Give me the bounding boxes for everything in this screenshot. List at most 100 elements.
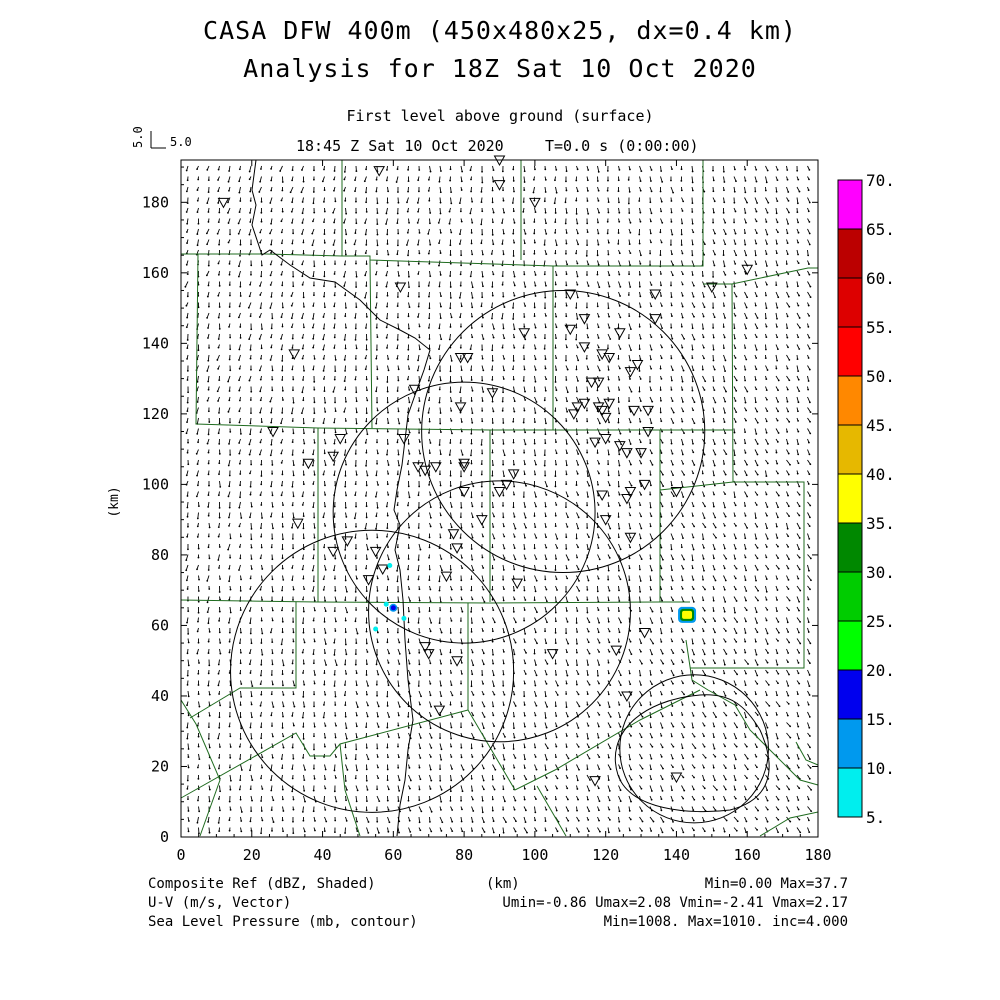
wind-vector-head xyxy=(239,535,242,538)
wind-vector-head xyxy=(543,464,546,467)
wind-vector-head xyxy=(439,191,442,194)
wind-vector-head xyxy=(313,357,316,360)
wind-vector-head xyxy=(217,535,220,538)
wind-vector-head xyxy=(240,578,242,581)
wind-vector-head xyxy=(324,787,327,790)
wind-vector-head xyxy=(227,201,229,204)
wind-vector-head xyxy=(313,767,315,770)
wind-vector-head xyxy=(398,736,401,739)
wind-vector-head xyxy=(376,244,379,247)
forecast-time: T=0.0 s (0:00:00) xyxy=(545,137,699,155)
wind-vector-head xyxy=(417,316,419,318)
wind-vector-head xyxy=(450,359,453,362)
wind-vector-head xyxy=(398,779,401,782)
wind-vector-head xyxy=(343,170,346,173)
level-label: First level above ground (surface) xyxy=(346,107,654,125)
wind-vector-head xyxy=(408,652,411,655)
wind-vector-head xyxy=(514,641,517,644)
wind-vector-head xyxy=(272,821,275,823)
wind-vector-head xyxy=(184,285,187,288)
wind-vector-head xyxy=(302,598,304,601)
wind-vector-head xyxy=(280,316,283,319)
wind-vector-head xyxy=(576,296,579,299)
wind-vector-head xyxy=(524,809,527,812)
wind-vector-head xyxy=(249,493,252,496)
wind-vector-head xyxy=(185,579,188,582)
wind-vector-head xyxy=(397,201,400,204)
wind-vector xyxy=(512,197,514,204)
wind-vector xyxy=(481,711,485,718)
wind-vector-head xyxy=(249,622,252,625)
wind-vector-head xyxy=(449,275,452,277)
wind-vector-head xyxy=(544,505,547,508)
wind-vector-head xyxy=(271,663,274,666)
wind-vector-head xyxy=(238,211,241,214)
wind-vector xyxy=(576,774,579,781)
wind-vector-head xyxy=(471,705,473,707)
wind-vector-head xyxy=(417,569,420,572)
wind-vector-head xyxy=(418,348,421,351)
wind-vector-head xyxy=(587,496,589,498)
wind-vector-head xyxy=(311,464,314,467)
wind-vector xyxy=(238,501,241,508)
wind-vector-head xyxy=(322,369,325,372)
wind-vector-head xyxy=(385,285,388,288)
wind-vector-head xyxy=(281,599,284,602)
wind-vector xyxy=(397,774,400,781)
wind-vector-head xyxy=(355,431,358,433)
wind-vector-head xyxy=(356,706,359,708)
wind-vector-head xyxy=(365,168,367,171)
wind-vector xyxy=(324,659,327,666)
wind-vector xyxy=(544,753,548,760)
wind-vector-head xyxy=(217,821,220,824)
wind-vector-head xyxy=(355,473,358,476)
wind-vector-head xyxy=(292,516,295,519)
wind-vector-head xyxy=(197,745,200,748)
wind-vector-head xyxy=(292,808,295,811)
wind-vector-head xyxy=(260,535,263,538)
wind-vector-head xyxy=(451,432,453,435)
wind-vector-head xyxy=(208,693,211,696)
wind-vector-head xyxy=(239,589,242,592)
wind-vector xyxy=(565,659,569,666)
wind-vector-head xyxy=(228,306,231,308)
wind-vector xyxy=(576,270,579,277)
wind-vector-head xyxy=(418,231,421,234)
wind-vector xyxy=(376,239,378,246)
wind-vector-head xyxy=(354,316,357,319)
wind-vector-head xyxy=(280,461,283,464)
wind-vector-head xyxy=(187,798,189,801)
wind-vector-field xyxy=(184,165,813,835)
wind-vector xyxy=(332,386,336,392)
wind-vector-head xyxy=(260,832,262,835)
wind-vector-head xyxy=(218,756,221,759)
wind-vector xyxy=(417,354,420,361)
wind-vector-head xyxy=(375,683,378,686)
wind-vector-head xyxy=(451,820,454,823)
wind-vector-head xyxy=(491,798,494,801)
wind-vector-head xyxy=(207,380,210,383)
wind-vector-head xyxy=(301,263,304,266)
wind-vector-head xyxy=(524,338,527,341)
wind-vector-head xyxy=(503,693,506,696)
wind-vector-head xyxy=(280,199,283,202)
wind-vector-head xyxy=(534,756,537,758)
wind-vector-head xyxy=(491,778,494,781)
wind-vector-head xyxy=(513,630,515,633)
wind-vector-head xyxy=(481,379,484,382)
wind-vector-head xyxy=(407,715,410,718)
wind-vector-head xyxy=(344,715,347,718)
wind-vector-head xyxy=(535,495,537,498)
wind-vector-head xyxy=(397,714,400,717)
wind-vector xyxy=(207,617,210,624)
wind-vector-head xyxy=(438,264,440,267)
wind-vector-head xyxy=(586,244,588,247)
wind-vector-head xyxy=(428,420,431,423)
wind-vector-head xyxy=(449,326,452,328)
wind-vector-head xyxy=(303,305,305,308)
wind-vector-head xyxy=(420,810,423,813)
wind-vector-head xyxy=(408,662,411,665)
wind-vector-head xyxy=(417,262,420,265)
wind-vector-head xyxy=(396,473,399,476)
wind-vector xyxy=(459,197,462,204)
